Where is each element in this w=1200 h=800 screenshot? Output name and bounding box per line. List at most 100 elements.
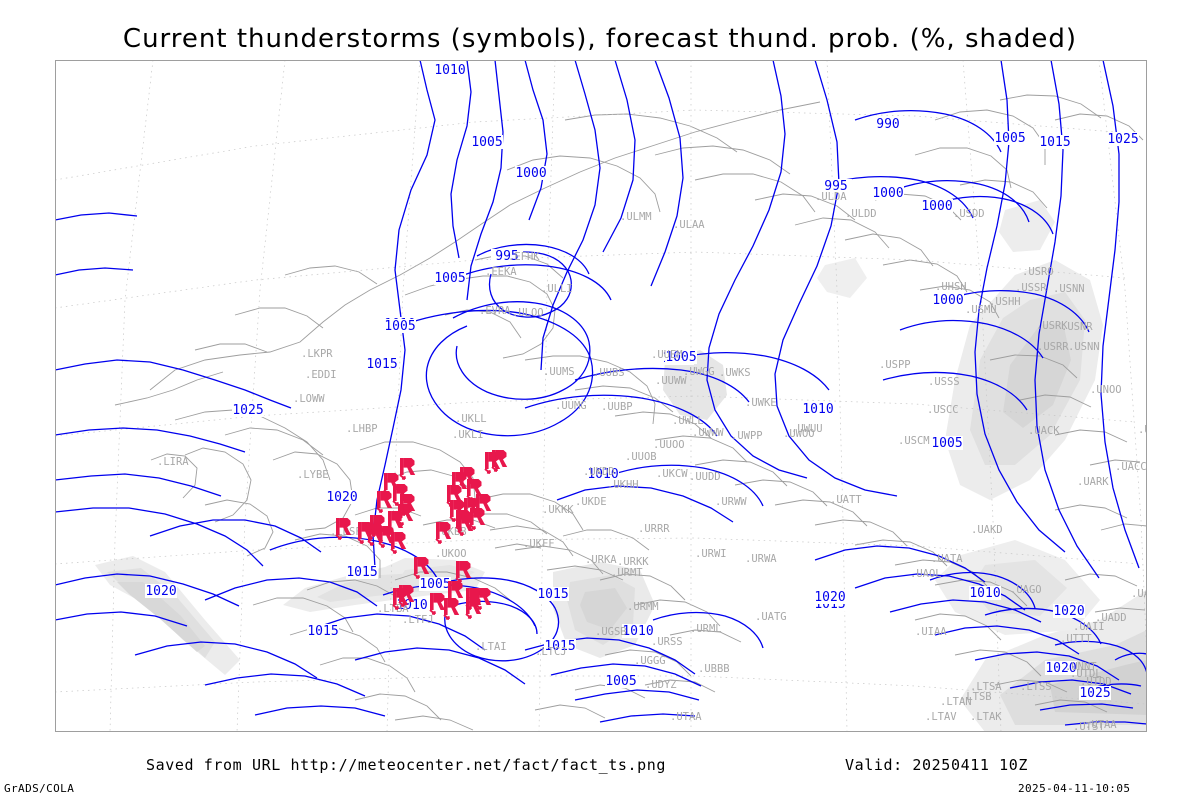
thunderstorm-symbol (376, 491, 393, 513)
isobar-label-backdrop (921, 199, 953, 213)
thunderstorm-symbol (399, 494, 416, 516)
station-label: .UHSH (935, 281, 967, 293)
station-label: .USNN (1053, 283, 1085, 295)
thunderstorm-symbol (392, 588, 409, 610)
thunderstorm-symbol (435, 522, 452, 544)
isobar-label-backdrop (1045, 661, 1077, 675)
isobar-label-backdrop (1053, 604, 1085, 618)
station-label: .USRO (1022, 266, 1054, 278)
isobar-label: 1000 (872, 186, 903, 201)
isobar-label-backdrop (994, 131, 1026, 145)
station-label: .UGGG (634, 655, 666, 667)
station-label: .UNNT (1065, 661, 1097, 673)
station-label: .UUMS (543, 366, 575, 378)
generation-timestamp-label: 2025-04-11-10:05 (1018, 782, 1131, 795)
isobar-label: 1005 (384, 319, 415, 334)
isobar-label: 1005 (434, 271, 465, 286)
station-label: .UBBB (698, 663, 730, 675)
isobar-label: 1015 (1039, 135, 1070, 150)
station-label: .USCC (927, 404, 959, 416)
station-label: .UUMG (555, 400, 587, 412)
station-label: .UWGG (683, 366, 715, 378)
isobar-label: 1015 (346, 565, 377, 580)
thunderstorm-symbol (451, 472, 468, 494)
isobar-label-backdrop (419, 577, 451, 591)
station-label: .UAGO (1010, 584, 1042, 596)
station-label: .ULDD (845, 208, 877, 220)
isobar-labels: 1010100510009951005101010051015102510201… (145, 63, 1139, 701)
station-label: .EEKA (485, 266, 517, 278)
station-label: .URSS (651, 636, 683, 648)
station-label: .LKPR (301, 348, 333, 360)
isobar-label: 1020 (326, 490, 357, 505)
station-label: .USMU (965, 304, 997, 316)
station-label: .USSS (928, 376, 960, 388)
isobar-label-backdrop (872, 117, 904, 131)
station-label: .UIAA (915, 626, 947, 638)
station-label: .UAII (1073, 621, 1105, 633)
station-label: .UKKK (542, 504, 574, 516)
isobar-label-backdrop (622, 624, 654, 638)
valid-time-label: Valid: 20250411 10Z (845, 756, 1028, 774)
station-label: .EFHK (508, 251, 540, 263)
station-label: .UDYZ (645, 679, 677, 691)
station-label: .LTAN (940, 696, 972, 708)
thunderstorm-symbol (443, 598, 460, 620)
isobar-label: 1020 (1045, 661, 1076, 676)
map-svg[interactable]: 1010100510009951005101010051015102510201… (55, 60, 1147, 732)
station-label: .UTTT (1060, 633, 1092, 645)
isobar-label: 1015 (366, 357, 397, 372)
isobar-label: 995 (824, 179, 847, 194)
station-label: .LTAI (475, 641, 507, 653)
station-label: .URKK (617, 556, 649, 568)
station-label: .UUWW (655, 375, 687, 387)
isobar-label-backdrop (346, 565, 378, 579)
station-label: .UWKS (719, 367, 751, 379)
station-label: .EVRA (479, 305, 511, 317)
isobar-label-backdrop (802, 402, 834, 416)
station-label: .UACC (1115, 461, 1147, 473)
thunderstorm-symbol (399, 458, 416, 480)
station-label: .UADD (1095, 612, 1127, 624)
isobar-label-backdrop (515, 166, 547, 180)
station-label: .UTAA (1085, 719, 1117, 731)
station-label: .LTFJ (402, 614, 434, 626)
station-label: .UATG (755, 611, 787, 623)
station-label: .UASP (1138, 424, 1147, 436)
station-label: .UATA (931, 553, 963, 565)
isobar-label: 1015 (307, 624, 338, 639)
station-label: .USSR (1015, 282, 1047, 294)
station-label: .UARK (1077, 476, 1109, 488)
isobar-label: 1010 (969, 586, 1000, 601)
station-label: .UUBP (601, 401, 633, 413)
isobar-label: 1010 (802, 402, 833, 417)
thunderstorm-symbol (475, 588, 492, 610)
thunderstorm-symbol (429, 593, 446, 615)
station-label: .USNN (1068, 341, 1100, 353)
station-label: .USRR (1037, 341, 1069, 353)
station-identifier-labels: .EDDI.LKPR.LOWW.LHBP.LYBE.LIRA.LBSF.EFHK… (157, 191, 1147, 732)
isobar-label-backdrop (145, 584, 177, 598)
station-label: .UACK (1028, 425, 1060, 437)
thunderstorm-symbol (357, 522, 374, 544)
map-canvas[interactable]: 1010100510009951005101010051015102510201… (55, 60, 1147, 732)
station-label: .UKOO (435, 548, 467, 560)
station-label: .UUOB (625, 451, 657, 463)
station-label: .UKCW (656, 468, 688, 480)
station-label: .UKDE (575, 496, 607, 508)
station-label: .UWWW (692, 427, 724, 439)
isobar-label: 1020 (1053, 604, 1084, 619)
station-label: .UWOO (783, 428, 815, 440)
isobar-label: 1015 (537, 587, 568, 602)
isobar-label: 1005 (665, 350, 696, 365)
station-label: .UTDL (1070, 668, 1102, 680)
station-label: .ULOO (512, 307, 544, 319)
map-frame (55, 60, 1147, 732)
station-label: .UUEM (651, 349, 683, 361)
isobar-label-backdrop (537, 587, 569, 601)
isobar-label-backdrop (434, 271, 466, 285)
station-label: .UKDD (583, 466, 615, 478)
station-label: .USCM (898, 435, 930, 447)
isobar-label-backdrop (820, 179, 852, 193)
